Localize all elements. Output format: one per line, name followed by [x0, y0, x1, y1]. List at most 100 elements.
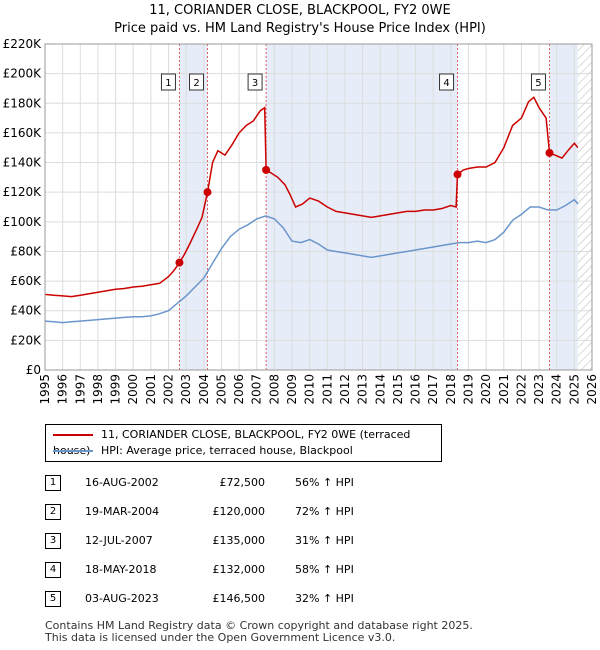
price-paid-line: [44, 96, 579, 298]
sale-date: 03-AUG-2023: [85, 592, 159, 605]
x-tick-label: 2004: [197, 374, 211, 405]
sale-number-label: 2: [193, 78, 199, 89]
x-tick-label: 1999: [109, 374, 123, 405]
sale-point: [545, 148, 554, 157]
sale-hpi-change: 31% ↑ HPI: [295, 534, 354, 547]
x-tick-label: 1998: [91, 374, 105, 405]
sale-number-box: [439, 73, 455, 91]
y-tick-label: £80K: [10, 244, 42, 258]
sale-date: 16-AUG-2002: [85, 476, 159, 489]
x-tick-label: 2016: [409, 374, 423, 405]
x-tick-label: 2005: [214, 374, 228, 405]
price-chart: 1 2 3 4 5 £0 £20K £40K £60K £80K £100K £120K £140K £1…: [3, 37, 599, 405]
sales-row: 2 19-MAR-2004 £120,000 72% ↑ HPI: [45, 502, 445, 531]
sale-price: £72,500: [219, 476, 266, 489]
sale-number-badge: 3: [45, 533, 61, 549]
x-tick-label: 2013: [356, 374, 370, 405]
y-tick-label: £0: [26, 363, 41, 377]
x-tick-label: 2023: [532, 374, 546, 405]
x-tick-label: 2007: [250, 374, 264, 405]
x-tick-label: 2024: [550, 374, 564, 405]
legend-hpi-label: HPI: Average price, terraced house, Blac…: [101, 444, 353, 457]
plot-frame: [44, 43, 593, 371]
y-tick-label: £160K: [3, 126, 43, 140]
sale-number-label: 5: [535, 78, 541, 89]
y-tick-label: £220K: [3, 37, 43, 51]
sale-point: [175, 258, 184, 267]
sale-price: £135,000: [212, 534, 266, 547]
sale-number-box: [247, 73, 263, 91]
y-tick-label: £180K: [3, 96, 43, 110]
x-tick-label: 2019: [461, 374, 475, 405]
sales-row: 3 12-JUL-2007 £135,000 31% ↑ HPI: [45, 531, 445, 560]
x-tick-label: 2022: [514, 374, 528, 405]
sale-date: 18-MAY-2018: [85, 563, 157, 576]
sales-table: 1 16-AUG-2002 £72,500 56% ↑ HPI 2 19-MAR…: [45, 473, 445, 618]
legend-price-entry: 11, CORIANDER CLOSE, BLACKPOOL, FY2 0WE …: [53, 427, 441, 457]
chart-title: 11, CORIANDER CLOSE, BLACKPOOL, FY2 0WE: [149, 3, 451, 18]
chart-legend: 11, CORIANDER CLOSE, BLACKPOOL, FY2 0WE …: [45, 424, 442, 462]
y-tick-label: £200K: [3, 67, 43, 81]
x-tick-label: 2012: [338, 374, 352, 405]
legend-hpi-swatch: [53, 450, 93, 452]
footer-attribution: Contains HM Land Registry data © Crown c…: [45, 620, 473, 644]
x-tick-label: 2015: [391, 374, 405, 405]
sale-date: 12-JUL-2007: [85, 534, 153, 547]
sale-point: [453, 170, 462, 179]
sale-number-badge: 2: [45, 504, 61, 520]
x-tick-label: 2003: [179, 374, 193, 405]
x-tick-label: 2014: [373, 374, 387, 405]
hpi-line: [44, 198, 579, 324]
sale-hpi-change: 72% ↑ HPI: [295, 505, 354, 518]
chart-subtitle: Price paid vs. HM Land Registry's House …: [114, 21, 486, 36]
sale-number-label: 3: [252, 78, 258, 89]
x-tick-label: 2026: [585, 374, 599, 405]
sale-hpi-change: 32% ↑ HPI: [295, 592, 354, 605]
x-tick-label: 2020: [479, 374, 493, 405]
sale-number-badge: 5: [45, 591, 61, 607]
forecast-hatch: [577, 44, 592, 370]
y-tick-label: £120K: [3, 185, 43, 199]
ownership-shade: [179, 44, 208, 370]
legend-hpi-entry: HPI: Average price, terraced house, Blac…: [53, 443, 353, 459]
x-tick-label: 1995: [38, 374, 52, 405]
x-tick-label: 2008: [267, 374, 281, 405]
legend-price-swatch: [53, 434, 93, 436]
sale-number-label: 4: [443, 78, 449, 89]
sale-price: £132,000: [212, 563, 266, 576]
sale-number-label: 1: [165, 78, 171, 89]
ownership-shade: [266, 44, 458, 370]
sale-hpi-change: 58% ↑ HPI: [295, 563, 354, 576]
sale-point: [262, 165, 271, 174]
x-tick-label: 2006: [232, 374, 246, 405]
x-tick-label: 2018: [444, 374, 458, 405]
sale-number-badge: 1: [45, 475, 61, 491]
sale-point: [203, 188, 212, 197]
y-tick-label: £60K: [10, 274, 42, 288]
x-tick-label: 1996: [56, 374, 70, 405]
sale-date: 19-MAR-2004: [85, 505, 160, 518]
y-tick-label: £40K: [10, 304, 42, 318]
y-tick-label: £100K: [3, 215, 43, 229]
footer-copyright: Contains HM Land Registry data © Crown c…: [45, 619, 473, 632]
x-tick-label: 2021: [497, 374, 511, 405]
x-tick-label: 2011: [320, 374, 334, 405]
sales-row: 5 03-AUG-2023 £146,500 32% ↑ HPI: [45, 589, 445, 618]
x-tick-label: 2025: [567, 374, 581, 405]
sale-number-box: [189, 73, 205, 91]
sale-number-badge: 4: [45, 562, 61, 578]
x-tick-label: 2010: [303, 374, 317, 405]
sale-hpi-change: 56% ↑ HPI: [295, 476, 354, 489]
footer-licence: This data is licensed under the Open Gov…: [45, 631, 396, 644]
sale-number-box: [160, 73, 176, 91]
x-tick-label: 2009: [285, 374, 299, 405]
x-tick-label: 2000: [126, 374, 140, 405]
x-tick-label: 2002: [162, 374, 176, 405]
y-tick-label: £20K: [10, 333, 42, 347]
sales-row: 4 18-MAY-2018 £132,000 58% ↑ HPI: [45, 560, 445, 589]
sales-row: 1 16-AUG-2002 £72,500 56% ↑ HPI: [45, 473, 445, 502]
sale-number-box: [530, 73, 546, 91]
x-tick-label: 1997: [73, 374, 87, 405]
x-tick-label: 2001: [144, 374, 158, 405]
sale-price: £146,500: [212, 592, 266, 605]
